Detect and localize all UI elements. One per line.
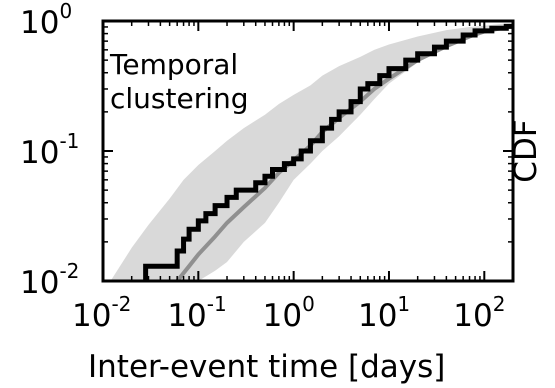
y-tick-label: 10-2 [20,259,79,301]
x-tick-label: 100 [263,292,315,334]
plot-layer [110,23,513,281]
x-tick-label: 101 [358,292,410,334]
observed-cdf-line [143,23,513,281]
x-tick-label: 102 [453,292,505,334]
y-axis-title: CDF [508,119,544,182]
annotation-line-2: clustering [110,82,249,115]
y-tick-label: 10-1 [20,129,79,171]
tick-layer: 10-2 10-1 100 101 102 100 10-1 10-2 [20,0,514,334]
x-tick-label: 10-2 [72,292,131,334]
x-axis-title: Inter-event time [days] [88,349,445,385]
annotation-line-1: Temporal [109,48,238,81]
y-tick-label: 100 [20,0,72,41]
x-tick-label: 10-1 [167,292,226,334]
